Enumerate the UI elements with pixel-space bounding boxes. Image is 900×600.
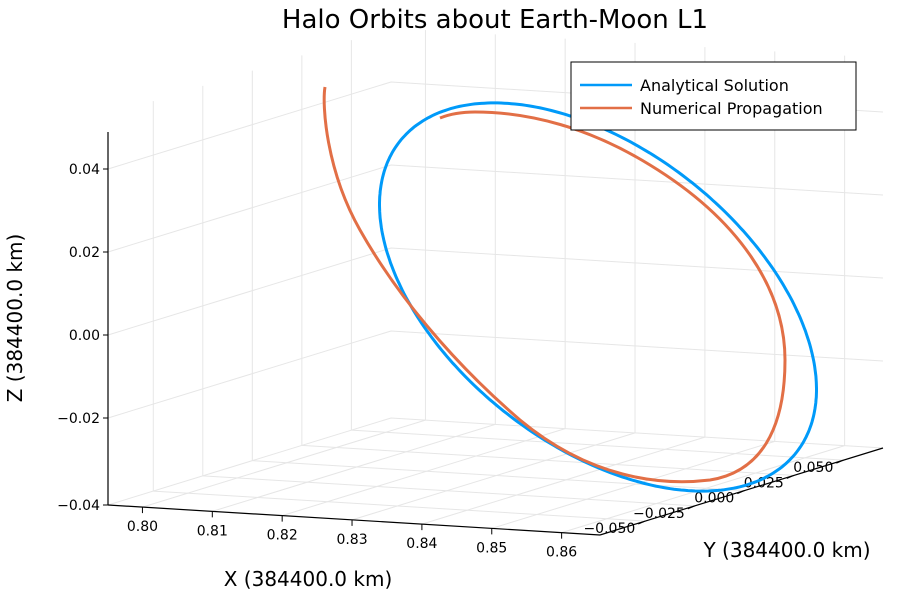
y-tick-label: 0.050 (793, 460, 833, 476)
x-tick-label: 0.80 (127, 519, 158, 535)
floor-grid-line-x (561, 445, 845, 534)
axes-layer: −0.04 −0.02 0.00 0.02 0.04 0.80 0.81 0.82 0.83 0.… (57, 132, 884, 561)
series-analytical-line (378, 101, 818, 493)
y-tick-mark (786, 474, 795, 479)
x-tick-label: 0.83 (336, 532, 367, 548)
x-tick-label: 0.84 (406, 536, 437, 552)
x-axis-line (107, 504, 601, 536)
floor-grid-line-x (491, 440, 775, 529)
x-tick-label: 0.82 (267, 528, 298, 544)
x-tick-label: 0.81 (197, 523, 228, 539)
y-tick-label: 0.025 (744, 475, 784, 491)
series-layer (322, 86, 818, 493)
floor-grid-line-y (153, 490, 646, 522)
floor-grid-line-x (142, 419, 426, 508)
y-tick-mark (737, 490, 745, 495)
floor-grid-line-y (351, 429, 844, 461)
z-tick-label: 0.02 (69, 245, 100, 261)
floor-grid-line-y (301, 444, 794, 476)
floor-grid-line-x (351, 432, 636, 521)
z-tick-label: −0.02 (57, 411, 100, 427)
y-tick-mark (836, 459, 844, 464)
floor-grid-line-y (252, 460, 745, 492)
floor-grid-line-x (282, 428, 566, 517)
chart-title: Halo Orbits about Earth-Moon L1 (282, 5, 708, 35)
legend: Analytical Solution Numerical Propagatio… (570, 61, 857, 131)
z-grid-line (107, 330, 884, 419)
y-axis-title: Y (384400.0 km) (702, 538, 870, 562)
y-tick-mark (638, 520, 646, 525)
floor-grid-line-y (202, 475, 695, 507)
z-tick-label: 0.04 (69, 162, 100, 178)
floor-grid-line-x (421, 436, 706, 525)
z-grid-line (107, 164, 884, 253)
x-tick-label: 0.85 (476, 540, 507, 556)
legend-box (570, 61, 857, 131)
z-grid-line (107, 417, 884, 506)
x-axis-title: X (384400.0 km) (224, 567, 393, 591)
x-tick-label: 0.86 (546, 545, 577, 561)
y-tick-label: −0.025 (633, 506, 685, 522)
z-tick-label: 0.00 (69, 328, 100, 344)
legend-label-numerical: Numerical Propagation (640, 99, 823, 118)
z-tick-label: −0.04 (57, 498, 100, 514)
legend-label-analytical: Analytical Solution (640, 76, 789, 95)
z-grid-line (107, 247, 884, 336)
series-numerical-line (322, 86, 787, 484)
z-axis-title: Z (384400.0 km) (3, 234, 27, 403)
y-tick-label: 0.000 (694, 491, 734, 507)
y-tick-label: −0.050 (583, 521, 635, 537)
y-tick-mark (687, 505, 696, 510)
floor-grid-line-x (212, 423, 496, 512)
